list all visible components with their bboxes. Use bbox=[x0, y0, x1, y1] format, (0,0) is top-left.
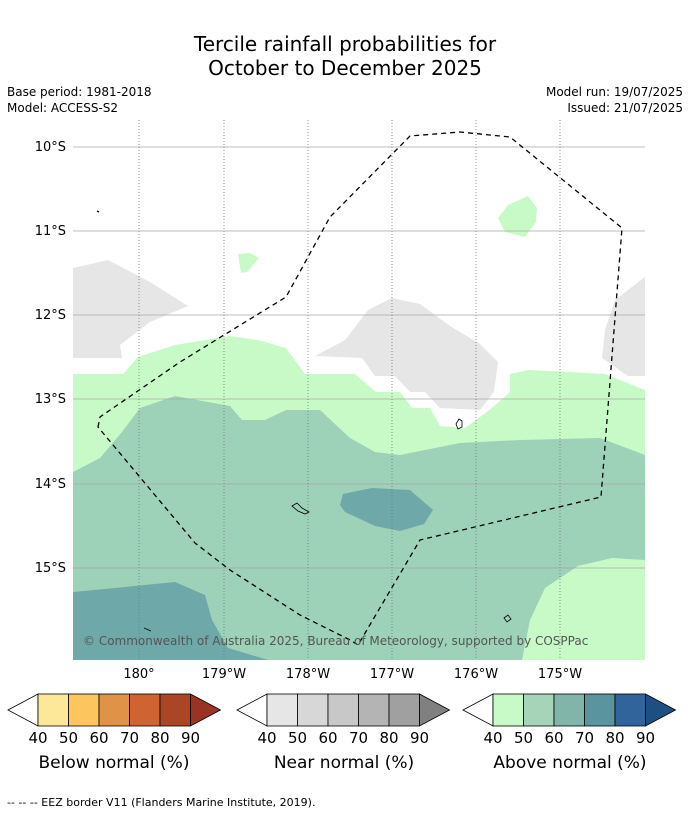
lat-label: 10°S bbox=[35, 140, 66, 155]
colorbar-tick-label: 60 bbox=[544, 729, 563, 747]
model-run-label: Model run: 19/07/2025 bbox=[545, 85, 683, 99]
colorbar-tick-label: 40 bbox=[483, 729, 502, 747]
colorbar-tick-label: 50 bbox=[288, 729, 307, 747]
colorbar-tick-label: 50 bbox=[514, 729, 533, 747]
colorbar-segment bbox=[68, 693, 100, 727]
colorbar-tick-label: 40 bbox=[28, 729, 47, 747]
colorbar-low-extension bbox=[462, 693, 494, 727]
legend-above-title: Above normal (%) bbox=[493, 753, 647, 773]
eez-border-fragment bbox=[96, 210, 100, 213]
map-area: © Commonwealth of Australia 2025, Bureau… bbox=[73, 120, 645, 660]
colorbar-high-extension bbox=[645, 693, 677, 727]
colorbar-segment bbox=[159, 693, 191, 727]
latitude-labels: 10°S 11°S 12°S 13°S 14°S 15°S bbox=[35, 140, 66, 576]
colorbar-segment bbox=[614, 693, 646, 727]
island-outline bbox=[503, 614, 512, 623]
above-normal-60-band bbox=[73, 396, 645, 660]
colorbar-tick-label: 40 bbox=[257, 729, 276, 747]
lat-label: 11°S bbox=[35, 224, 66, 239]
model-label: Model: ACCESS-S2 bbox=[7, 101, 119, 115]
colorbar-tick-label: 80 bbox=[150, 729, 169, 747]
issued-label: Issued: 21/07/2025 bbox=[567, 101, 683, 115]
colorbar-segment bbox=[297, 693, 329, 727]
colorbar-segment bbox=[492, 693, 524, 727]
colorbar-tick-label: 70 bbox=[349, 729, 368, 747]
lat-label: 14°S bbox=[35, 477, 66, 492]
near-normal-region-central bbox=[315, 298, 498, 410]
colorbar-high-extension bbox=[190, 693, 222, 727]
map-title-line1: Tercile rainfall probabilities for bbox=[193, 32, 497, 56]
colorbar-segment bbox=[129, 693, 161, 727]
colorbar-segment bbox=[266, 693, 298, 727]
colorbar-tick-label: 90 bbox=[410, 729, 429, 747]
lat-label: 13°S bbox=[35, 392, 66, 407]
colorbar-segment bbox=[523, 693, 555, 727]
lon-label: 178°W bbox=[286, 667, 330, 682]
lon-label: 180° bbox=[123, 667, 154, 682]
colorbar-segment bbox=[358, 693, 390, 727]
colorbar-tick-label: 80 bbox=[605, 729, 624, 747]
colorbar-segment bbox=[553, 693, 585, 727]
eez-footnote: -- -- -- EEZ border V11 (Flanders Marine… bbox=[7, 796, 316, 809]
legend-below-title: Below normal (%) bbox=[38, 753, 190, 773]
colorbar-tick-label: 70 bbox=[575, 729, 594, 747]
colorbar-segment bbox=[98, 693, 130, 727]
colorbar-low-extension bbox=[7, 693, 39, 727]
near-normal-region-west bbox=[73, 260, 188, 358]
legend-near-normal: 40 50 60 70 80 90 bbox=[236, 693, 451, 747]
colorbar-tick-label: 50 bbox=[59, 729, 78, 747]
lon-label: 177°W bbox=[370, 667, 414, 682]
colorbar-tick-label: 90 bbox=[636, 729, 655, 747]
above-normal-70-patch-south bbox=[73, 582, 268, 660]
colorbar-tick-label: 70 bbox=[120, 729, 139, 747]
map-title-line2: October to December 2025 bbox=[208, 56, 482, 80]
island-outline bbox=[455, 418, 463, 430]
copyright-notice: © Commonwealth of Australia 2025, Bureau… bbox=[83, 634, 588, 648]
above-normal-70-patch-central bbox=[340, 488, 433, 531]
island-outline bbox=[291, 502, 310, 515]
legend-below-normal: 40 50 60 70 80 90 bbox=[7, 693, 222, 747]
above-normal-50-patch-small bbox=[238, 253, 259, 273]
above-normal-50-patch-north bbox=[498, 196, 537, 237]
colorbar-tick-label: 60 bbox=[89, 729, 108, 747]
colorbar-low-extension bbox=[236, 693, 268, 727]
lon-label: 176°W bbox=[454, 667, 498, 682]
lon-label: 179°W bbox=[202, 667, 246, 682]
island-outline bbox=[143, 627, 152, 632]
lon-label: 175°W bbox=[538, 667, 582, 682]
colorbar-segment bbox=[388, 693, 420, 727]
legend-near-title: Near normal (%) bbox=[273, 753, 415, 773]
lat-label: 15°S bbox=[35, 561, 66, 576]
colorbar-segment bbox=[327, 693, 359, 727]
colorbar-tick-label: 90 bbox=[181, 729, 200, 747]
colorbar-segment bbox=[37, 693, 69, 727]
base-period-label: Base period: 1981-2018 bbox=[7, 85, 152, 99]
colorbar-segment bbox=[584, 693, 616, 727]
longitude-labels: 180° 179°W 178°W 177°W 176°W 175°W bbox=[123, 667, 582, 682]
legend-above-normal: 40 50 60 70 80 90 bbox=[462, 693, 677, 747]
colorbar-high-extension bbox=[419, 693, 451, 727]
colorbar-tick-label: 80 bbox=[379, 729, 398, 747]
lat-label: 12°S bbox=[35, 308, 66, 323]
colorbar-tick-label: 60 bbox=[318, 729, 337, 747]
eez-border bbox=[97, 131, 623, 646]
